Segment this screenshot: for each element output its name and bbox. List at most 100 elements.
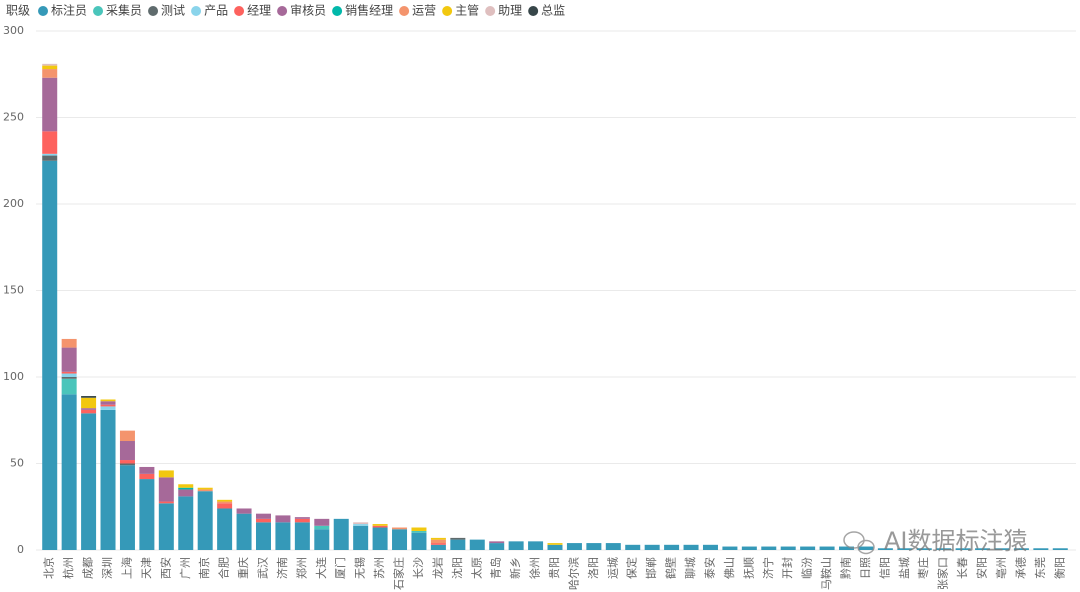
bar-segment [217, 501, 233, 504]
x-tick-label: 长沙 [412, 557, 425, 579]
bar-segment [664, 544, 680, 550]
x-tick-label: 邯郸 [644, 557, 658, 579]
bar-segment [430, 539, 446, 544]
legend-marker [191, 6, 202, 16]
bar-segment [450, 537, 466, 540]
bar-segment [61, 378, 77, 395]
bar-segment [411, 527, 427, 531]
bar-segment [236, 508, 252, 514]
x-tick-label: 安阳 [975, 557, 989, 579]
bar-segment [372, 527, 388, 550]
bar-segment [217, 499, 233, 502]
x-tick-label: 重庆 [236, 557, 250, 579]
bar-segment [42, 65, 58, 70]
bar-segment [61, 377, 77, 379]
x-tick-label: 深圳 [101, 557, 114, 579]
bar-segment [294, 517, 310, 519]
bar-segment [178, 496, 194, 550]
legend-marker [38, 6, 49, 16]
legend-marker [234, 6, 245, 16]
bar-segment [275, 522, 291, 550]
bar-segment [936, 548, 952, 550]
bar-segment [197, 487, 213, 490]
bar-segment [372, 525, 388, 528]
bar-segment [42, 69, 58, 78]
bar-segment [566, 543, 582, 550]
bar-segment [586, 543, 602, 550]
bar-segment [217, 503, 233, 509]
x-tick-label: 广州 [179, 557, 192, 579]
bar-segment [139, 473, 155, 480]
x-tick-label: 沈阳 [450, 557, 464, 579]
bar-segment [81, 409, 97, 414]
x-tick-label: 南京 [197, 557, 211, 579]
x-tick-label: 杭州 [61, 557, 75, 579]
bar-segment [119, 441, 135, 461]
bar-segment [100, 404, 116, 407]
bar-segment [197, 489, 213, 492]
x-tick-label: 盐城 [898, 557, 911, 579]
x-tick-label: 北京 [42, 557, 56, 579]
legend-marker [399, 6, 410, 16]
legend-title: 职级 [6, 4, 30, 18]
x-tick-label: 长春 [956, 557, 969, 579]
bar-segment [61, 371, 77, 374]
legend-label: 审核员 [290, 3, 326, 18]
legend-label: 采集员 [106, 3, 142, 18]
bar-segment [158, 470, 174, 478]
legend-label: 总监 [541, 4, 565, 18]
bar-segment [314, 529, 330, 550]
legend-marker [93, 6, 104, 16]
bar-segment [450, 539, 466, 550]
bar-segment [100, 406, 116, 410]
x-tick-label: 济宁 [761, 557, 775, 579]
legend-marker [485, 6, 496, 16]
x-tick-label: 泰安 [702, 557, 716, 579]
bar-segment [119, 465, 135, 550]
bar-segment [528, 541, 544, 550]
y-tick-label: 200 [3, 197, 24, 210]
x-tick-label: 哈尔滨 [566, 557, 580, 590]
y-tick-label: 300 [3, 24, 24, 37]
bar-segment [489, 543, 505, 550]
y-tick-label: 50 [10, 457, 24, 470]
bar-segment [547, 543, 563, 545]
bar-segment [800, 546, 816, 550]
bar-segment [255, 513, 271, 519]
bar-segment [178, 487, 194, 490]
x-tick-label: 保定 [625, 557, 639, 579]
bar-segment [353, 522, 369, 525]
bar-segment [42, 160, 58, 550]
bar-segment [81, 413, 97, 550]
bar-segment [333, 518, 349, 550]
bar-segment [353, 525, 369, 550]
legend-label: 产品 [204, 4, 228, 18]
x-tick-label: 衡阳 [1053, 557, 1066, 579]
bar-segment [42, 153, 58, 156]
bar-segment [761, 546, 777, 550]
bar-segment [81, 408, 97, 410]
bar-segment [275, 515, 291, 523]
x-tick-label: 济南 [275, 557, 289, 579]
bar-segment [994, 548, 1010, 550]
bar-segment [780, 546, 796, 550]
x-tick-label: 佛山 [723, 557, 736, 579]
bar-segment [877, 548, 893, 550]
bar-segment [61, 394, 77, 550]
legend-label: 助理 [498, 4, 522, 18]
bar-segment [119, 460, 135, 464]
bar-segment [197, 491, 213, 550]
bar-segment [702, 544, 718, 550]
x-tick-label: 西安 [158, 557, 172, 579]
bar-segment [722, 546, 738, 550]
legend-marker [442, 6, 453, 16]
bar-segment [469, 539, 485, 550]
legend-marker [332, 6, 343, 16]
x-tick-label: 东莞 [1034, 557, 1047, 579]
x-tick-label: 亳州 [994, 557, 1008, 579]
bar-segment [605, 543, 621, 550]
bar-segment [1033, 548, 1049, 550]
bar-segment [839, 546, 855, 550]
